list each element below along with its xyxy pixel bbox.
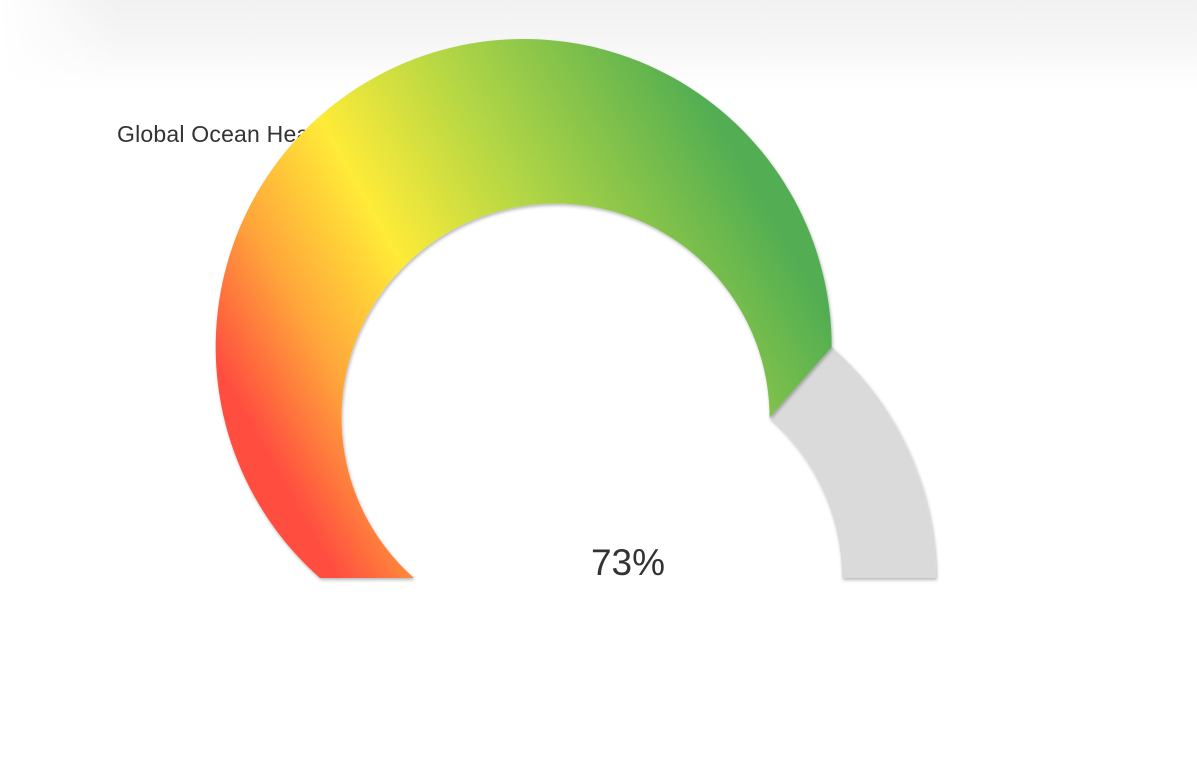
gauge-track-band: [769, 346, 936, 578]
top-shadow-fade: [0, 0, 120, 90]
gauge-value-band: [215, 38, 832, 578]
gauge-value-label: 73%: [591, 542, 665, 583]
